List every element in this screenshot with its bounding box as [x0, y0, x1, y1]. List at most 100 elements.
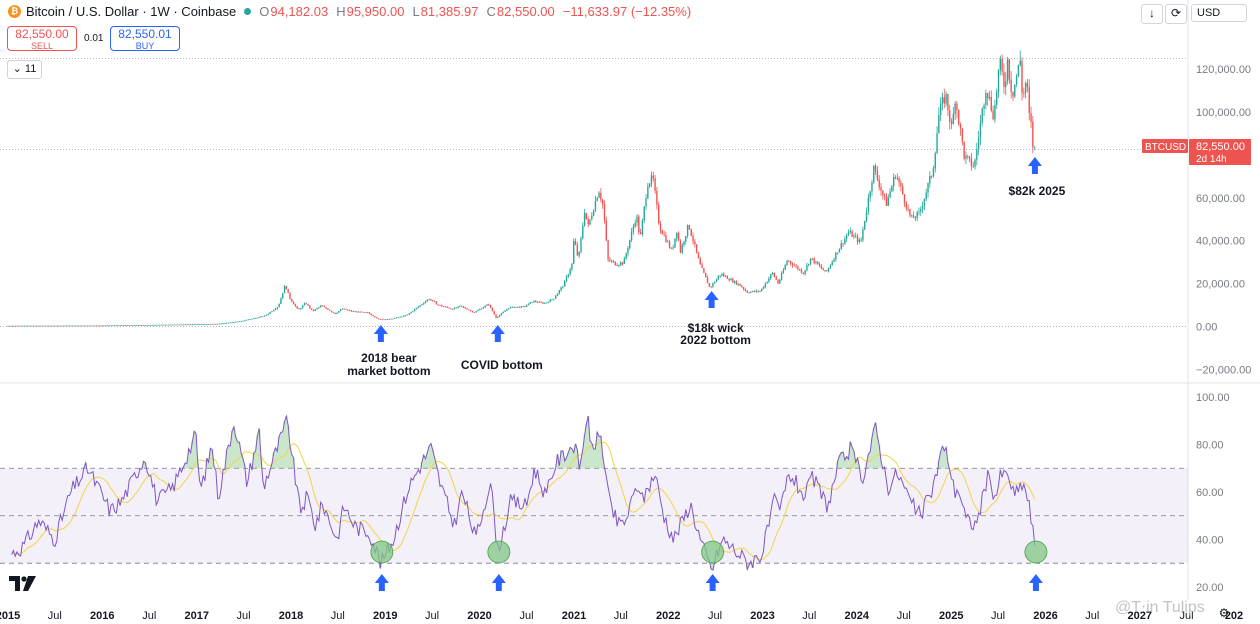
candle-body	[900, 182, 902, 187]
candle-body	[406, 314, 409, 316]
time-axis-tick-label: 2020	[467, 610, 491, 622]
market-status-icon	[244, 8, 252, 15]
watermark-text: @T⋅in Tulips	[1115, 599, 1205, 616]
candle-body	[817, 261, 819, 265]
candle-body	[139, 325, 141, 326]
candle-body	[531, 302, 533, 303]
candle-body	[719, 275, 721, 277]
candle-body	[804, 270, 806, 274]
currency-select[interactable]: USD	[1191, 4, 1247, 22]
candle-body	[724, 276, 727, 277]
candle-body	[526, 305, 528, 307]
candle-body	[352, 311, 354, 313]
candle-body	[967, 155, 969, 157]
rsi-axis-tick-label: 20.00	[1196, 582, 1224, 594]
rsi-oversold-fill	[379, 563, 754, 571]
candle-body	[770, 274, 772, 279]
candle-body	[278, 304, 280, 308]
indicators-count: 11	[24, 63, 37, 75]
candle-body	[276, 307, 279, 309]
candle-body	[985, 92, 987, 106]
candle-body	[1030, 113, 1032, 122]
candle-body	[9, 325, 11, 327]
candle-body	[159, 324, 161, 326]
candle-body	[659, 223, 662, 231]
gear-icon[interactable]: ⚙	[1218, 606, 1230, 620]
rsi-ma-line	[11, 441, 1036, 560]
spread-value: 0.01	[84, 33, 104, 44]
price-axis-tick-label: 0.00	[1196, 321, 1217, 333]
candle-body	[83, 325, 85, 327]
time-axis-tick-label: 2023	[750, 610, 774, 622]
candle-body	[394, 318, 396, 319]
candle-body	[318, 307, 320, 309]
candle-body	[856, 236, 859, 242]
candle-body	[757, 290, 759, 292]
candle-body	[766, 281, 768, 284]
price-axis-tick-label: 100,000.00	[1196, 107, 1251, 119]
time-axis-tick-label: 2021	[562, 610, 586, 622]
candle-body	[195, 324, 197, 326]
annotation-label: $82k 2025	[1009, 184, 1066, 198]
candle-body	[216, 323, 219, 325]
candle-body	[32, 325, 35, 327]
candle-body	[894, 176, 897, 179]
candle-body	[609, 259, 611, 262]
candle-body	[977, 138, 980, 149]
candle-body	[938, 115, 940, 134]
candle-body	[401, 316, 403, 318]
indicators-toggle-button[interactable]: ⌄ 11	[7, 60, 42, 79]
candle-body	[506, 309, 508, 311]
refresh-icon[interactable]: ⟳	[1165, 4, 1187, 24]
candle-body	[207, 323, 210, 325]
candle-body	[359, 311, 362, 313]
candle-body	[652, 175, 654, 179]
candle-body	[999, 58, 1002, 70]
symbol-legend: ₿ Bitcoin / U.S. Dollar · 1W · Coinbase …	[8, 4, 699, 19]
candle-body	[701, 264, 703, 269]
candle-body	[412, 310, 414, 312]
candle-body	[950, 121, 953, 124]
candle-body	[471, 310, 474, 313]
candle-body	[179, 324, 181, 326]
candle-body	[153, 324, 156, 326]
candle-body	[654, 178, 656, 191]
candle-body	[815, 261, 817, 263]
candle-body	[715, 279, 718, 283]
candle-body	[59, 325, 62, 327]
candle-body	[95, 325, 98, 327]
candle-body	[535, 300, 537, 302]
symbol-title[interactable]: Bitcoin / U.S. Dollar · 1W · Coinbase	[26, 4, 237, 19]
candle-body	[641, 220, 644, 235]
candle-body	[236, 321, 239, 323]
candle-body	[639, 232, 642, 235]
time-axis-tick-label: 2027	[1128, 610, 1152, 622]
candle-body	[753, 291, 756, 292]
candle-body	[112, 325, 114, 327]
sell-price: 82,550.00	[15, 27, 69, 41]
candle-body	[674, 238, 676, 248]
candle-body	[403, 315, 405, 317]
candle-body	[974, 159, 976, 167]
candle-body	[553, 298, 555, 300]
candle-body	[708, 283, 711, 287]
candle-body	[762, 287, 765, 289]
candle-body	[417, 306, 420, 308]
candle-body	[256, 317, 259, 319]
candle-body	[148, 324, 150, 326]
candle-body	[542, 302, 544, 304]
candle-body	[571, 263, 573, 270]
candle-body	[291, 299, 293, 302]
candle-body	[144, 325, 147, 326]
candle-body	[439, 305, 441, 306]
candle-body	[262, 316, 264, 318]
candle-body	[739, 283, 741, 286]
candle-body	[601, 199, 604, 205]
arrow-down-icon[interactable]: ↓	[1141, 4, 1163, 24]
sell-button[interactable]: 82,550.00 SELL	[7, 26, 77, 51]
candle-body	[399, 316, 401, 318]
candle-body	[965, 155, 967, 159]
candle-body	[247, 319, 250, 321]
buy-button[interactable]: 82,550.01 BUY	[110, 26, 180, 51]
